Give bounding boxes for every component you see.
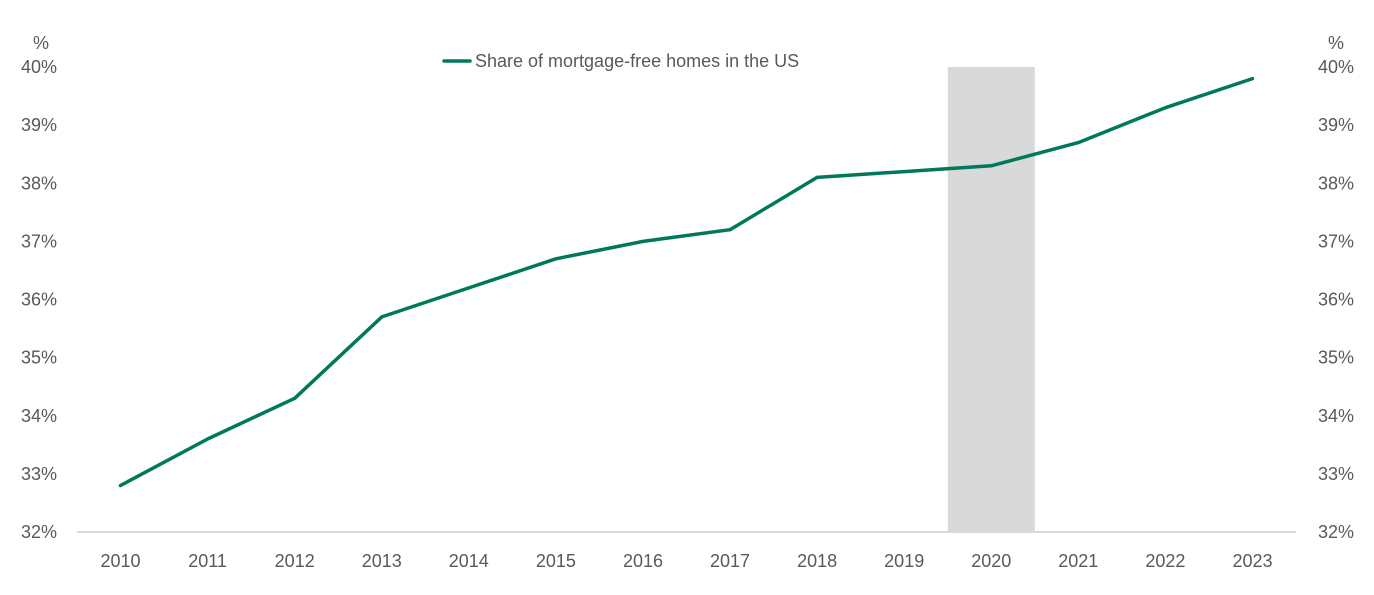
- y-tick-label-left: 32%: [21, 522, 57, 542]
- x-tick-label: 2011: [188, 551, 227, 571]
- y-tick-label-right: 36%: [1318, 290, 1354, 310]
- x-tick-label: 2015: [536, 551, 576, 571]
- y-tick-label-right: 40%: [1318, 57, 1354, 77]
- legend: Share of mortgage-free homes in the US: [442, 51, 799, 71]
- shaded-period-bar: [947, 67, 1035, 532]
- data-point: [1076, 141, 1080, 145]
- x-axis-ticks: 2010 2011 2012 2013 2014 2015 2016 2017 2018 2019…: [100, 551, 1272, 571]
- y-tick-label-right: 35%: [1318, 348, 1354, 368]
- y-unit-left: %: [33, 33, 49, 53]
- y-axis-right: 32% 33% 34% 35% 36% 37% 38% 39% 40%: [1318, 57, 1354, 542]
- y-tick-label-right: 37%: [1318, 231, 1354, 251]
- x-tick-label: 2021: [1058, 551, 1098, 571]
- y-tick-label-right: 33%: [1318, 464, 1354, 484]
- x-tick-label: 2014: [449, 551, 489, 571]
- y-tick-label-left: 37%: [21, 231, 57, 251]
- data-point: [728, 228, 732, 232]
- data-point: [380, 315, 384, 319]
- data-point: [293, 396, 297, 400]
- data-point: [1251, 77, 1254, 81]
- shaded-period-layer: [947, 67, 1035, 532]
- x-tick-label: 2016: [623, 551, 663, 571]
- y-tick-label-left: 38%: [21, 173, 57, 193]
- x-tick-label: 2012: [275, 551, 315, 571]
- x-tick-label: 2019: [884, 551, 924, 571]
- y-tick-label-left: 36%: [21, 290, 57, 310]
- data-point: [815, 175, 819, 179]
- y-tick-label-left: 39%: [21, 115, 57, 135]
- y-tick-label-left: 40%: [21, 57, 57, 77]
- data-point: [206, 437, 210, 441]
- x-tick-label: 2017: [710, 551, 750, 571]
- y-unit-right: %: [1328, 33, 1344, 53]
- x-tick-label: 2022: [1145, 551, 1185, 571]
- y-tick-label-left: 33%: [21, 464, 57, 484]
- x-tick-label: 2013: [362, 551, 402, 571]
- legend-label: Share of mortgage-free homes in the US: [475, 51, 799, 71]
- series-layer: [118, 76, 1255, 488]
- x-tick-label: 2023: [1232, 551, 1272, 571]
- data-point: [989, 164, 993, 168]
- series-line: [118, 76, 1255, 488]
- y-tick-label-left: 35%: [21, 348, 57, 368]
- data-point: [902, 170, 906, 174]
- y-axis-left: 32% 33% 34% 35% 36% 37% 38% 39% 40%: [21, 57, 57, 542]
- y-tick-label-right: 38%: [1318, 173, 1354, 193]
- data-point: [467, 286, 471, 290]
- y-tick-label-right: 32%: [1318, 522, 1354, 542]
- data-point: [641, 239, 645, 243]
- data-point: [1163, 106, 1167, 110]
- y-tick-label-right: 39%: [1318, 115, 1354, 135]
- y-tick-label-right: 34%: [1318, 406, 1354, 426]
- x-tick-label: 2020: [971, 551, 1011, 571]
- x-tick-label: 2018: [797, 551, 837, 571]
- y-tick-label-left: 34%: [21, 406, 57, 426]
- data-point: [119, 484, 122, 487]
- x-tick-label: 2010: [100, 551, 140, 571]
- data-point: [554, 257, 558, 261]
